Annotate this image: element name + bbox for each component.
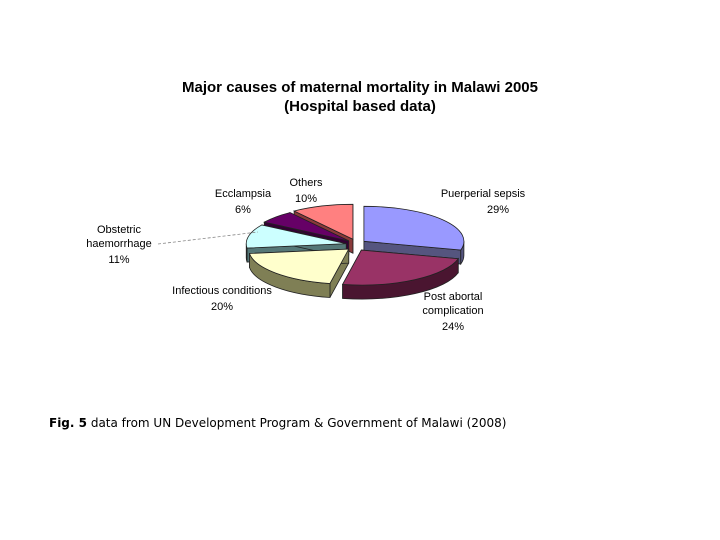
slice-label: Infectious conditions xyxy=(172,285,272,297)
slice-value-label: 6% xyxy=(235,204,251,216)
leader-line xyxy=(157,231,259,245)
chart-title: Major causes of maternal mortality in Ma… xyxy=(182,79,538,96)
slice-label: Post abortal xyxy=(424,291,483,303)
slice-label: Puerperial sepsis xyxy=(441,188,526,200)
pie-slice-top xyxy=(263,212,349,242)
figure-caption-text: data from UN Development Program & Gover… xyxy=(90,416,507,430)
slice-label: Obstetric xyxy=(97,224,142,236)
slice-label: Others xyxy=(289,177,323,189)
slice-label: Ecclampsia xyxy=(215,188,272,200)
pie-slice-1 xyxy=(341,249,459,300)
chart-subtitle: (Hospital based data) xyxy=(284,98,436,115)
pie-slice-top xyxy=(292,203,354,240)
slice-value-label: 11% xyxy=(108,254,129,266)
chart-title-block: Major causes of maternal mortality in Ma… xyxy=(150,78,570,116)
figure-caption: Fig. 5 data from UN Development Program … xyxy=(49,416,507,430)
slice-label: haemorrhage xyxy=(86,238,151,250)
figure-label: Fig. 5 xyxy=(49,416,87,430)
pie-slice-2 xyxy=(248,248,350,298)
slice-value-label: 24% xyxy=(442,321,464,333)
pie-slice-top xyxy=(363,205,465,251)
pie-slice-top xyxy=(248,248,350,284)
slice-value-label: 29% xyxy=(487,204,509,216)
pie-slice-top xyxy=(245,224,347,249)
pie-slice-top xyxy=(341,249,459,286)
slice-value-label: 10% xyxy=(295,193,317,205)
slice-label: complication xyxy=(422,305,483,317)
slice-value-label: 20% xyxy=(211,301,233,313)
